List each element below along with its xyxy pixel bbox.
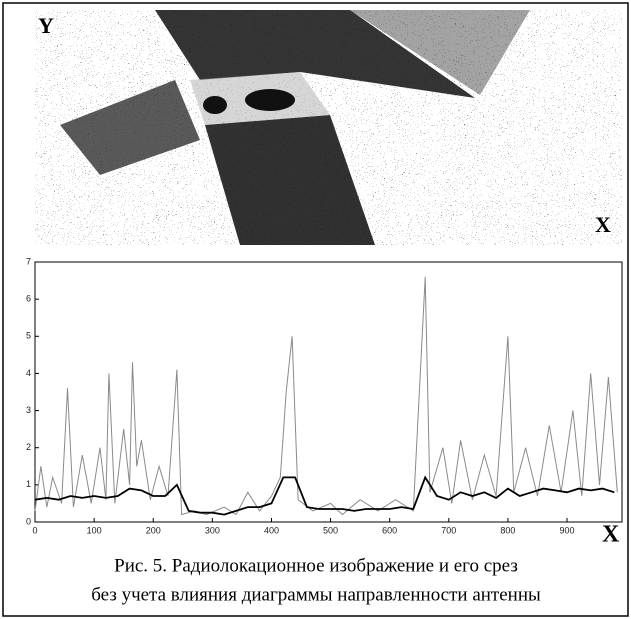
x-tick-label: 500 — [323, 525, 338, 535]
y-tick-label: 1 — [26, 479, 31, 489]
radar-image — [35, 10, 622, 245]
x-tick-label: 600 — [382, 525, 397, 535]
x-tick-label: 200 — [146, 525, 161, 535]
figure: Y X X Рис. 5. Радиолокационное изображен… — [0, 0, 631, 619]
image-label: X — [595, 212, 611, 237]
caption-line: Рис. 5. Радиолокационное изображение и е… — [114, 555, 518, 576]
x-tick-label: 300 — [205, 525, 220, 535]
page: Y X X Рис. 5. Радиолокационное изображен… — [0, 0, 631, 619]
caption-line: без учета влияния диаграммы направленнос… — [91, 584, 541, 605]
y-tick-label: 3 — [26, 405, 31, 415]
y-tick-label: 5 — [26, 331, 31, 341]
image-label: Y — [38, 13, 54, 38]
y-tick-label: 7 — [26, 256, 31, 266]
data-line — [35, 277, 617, 515]
y-tick-label: 2 — [26, 442, 31, 452]
x-axis-label: X — [602, 522, 620, 548]
y-tick-label: 6 — [26, 294, 31, 304]
x-tick-label: 700 — [441, 525, 456, 535]
y-tick-label: 4 — [26, 368, 31, 378]
x-tick-label: 900 — [560, 525, 575, 535]
x-tick-label: 0 — [32, 525, 37, 535]
x-tick-label: 800 — [500, 525, 515, 535]
x-tick-label: 100 — [87, 525, 102, 535]
data-line — [35, 477, 614, 514]
x-tick-label: 400 — [264, 525, 279, 535]
y-tick-label: 0 — [26, 516, 31, 526]
